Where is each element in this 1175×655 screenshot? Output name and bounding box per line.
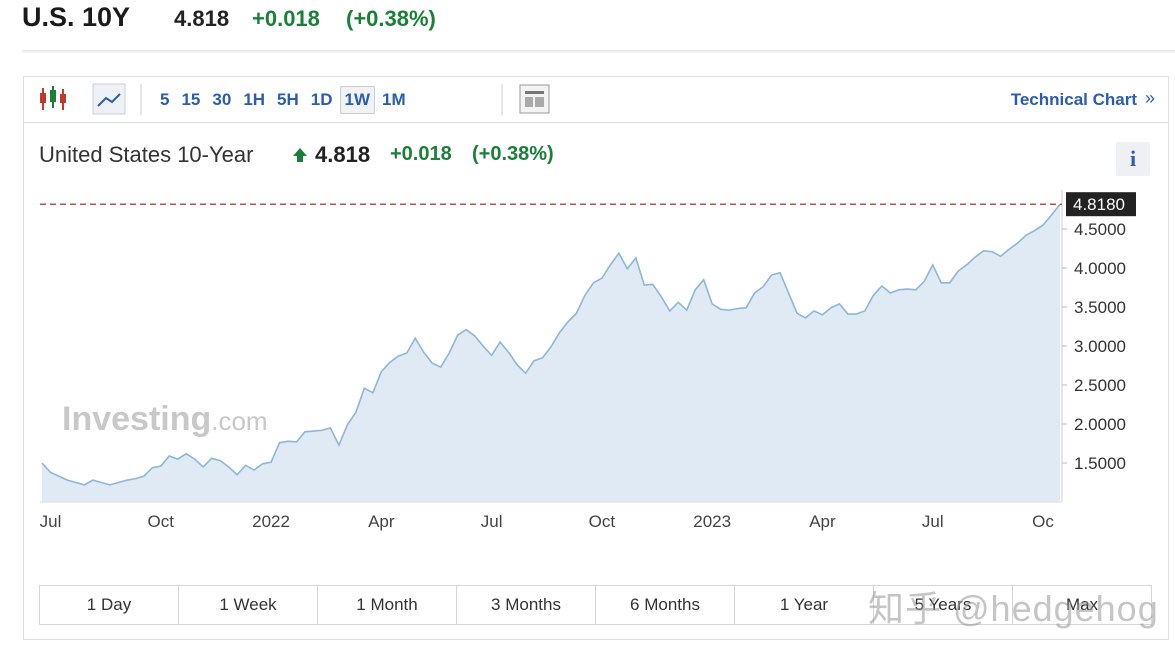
interval-button[interactable]: 1W: [339, 86, 376, 114]
range-button[interactable]: 6 Months: [596, 586, 735, 624]
candle-icon[interactable]: [40, 86, 66, 110]
range-button[interactable]: 1 Month: [318, 586, 457, 624]
interval-bar: 5 15 30 1H 5H 1D 1W 1M: [155, 86, 411, 114]
y-tick-label: 2.0000: [1074, 415, 1126, 434]
range-button[interactable]: Max: [1065, 595, 1099, 614]
y-tick-label: 4.5000: [1074, 220, 1126, 239]
y-tick-label: 2.5000: [1074, 376, 1126, 395]
x-tick-label: 2022: [252, 512, 290, 531]
x-tick-label: Jul: [40, 512, 62, 531]
chart-change-percent: (+0.38%): [472, 143, 554, 165]
x-tick-label: Oc: [1032, 512, 1054, 531]
x-tick-label: 2023: [693, 512, 731, 531]
separator: [22, 50, 1175, 54]
table-icon[interactable]: [519, 84, 550, 114]
table-icon-glyph: [535, 97, 544, 107]
line-icon-glyph: [97, 93, 121, 107]
watermark: Investing.com: [62, 400, 268, 438]
range-button[interactable]: 1 Day: [40, 586, 179, 624]
price: 4.818: [174, 6, 230, 31]
x-tick-label: Apr: [809, 512, 836, 531]
range-button[interactable]: 1 Week: [179, 586, 318, 624]
change: +0.018: [252, 6, 320, 31]
table-icon-glyph: [525, 91, 544, 94]
last-value-label: 4.8180: [1073, 195, 1125, 214]
line: [41, 203, 1061, 486]
chart-panel: [23, 76, 1169, 640]
link-arrow: »: [1144, 88, 1155, 108]
interval-button[interactable]: 1M: [382, 90, 406, 109]
x-tick-label: Oct: [148, 512, 175, 531]
range-button[interactable]: 1 Year: [735, 586, 874, 624]
watermark-brand: Investing: [62, 400, 211, 438]
up-arrow: [293, 148, 307, 162]
symbol: U.S. 10Y: [22, 2, 131, 32]
y-tick-label: 3.5000: [1074, 298, 1126, 317]
x-tick-label: Oct: [589, 512, 616, 531]
interval-button[interactable]: 30: [212, 90, 232, 109]
x-tick-label: Jul: [481, 512, 503, 531]
x-tick-label: Apr: [368, 512, 395, 531]
y-tick-label: 3.0000: [1074, 337, 1126, 356]
interval-button[interactable]: 15: [181, 90, 201, 109]
technical-chart-link[interactable]: Technical Chart: [1010, 90, 1137, 109]
chart-last: 4.818: [315, 142, 371, 167]
x-tick-label: Jul: [922, 512, 944, 531]
toolbar-border: [24, 122, 1169, 123]
interval-button[interactable]: 1H: [243, 90, 266, 109]
change-percent: (+0.38%): [346, 6, 436, 31]
range-button[interactable]: 5 Years: [874, 586, 1013, 624]
last-value-box: [1066, 192, 1136, 217]
table-icon-glyph: [525, 97, 533, 107]
watermark-suffix: .com: [211, 406, 267, 436]
chart-title: United States 10-Year: [39, 142, 254, 167]
y-tick-label: 1.5000: [1074, 454, 1126, 473]
chart-change: +0.018: [390, 143, 452, 165]
overlay-watermark: 知乎 @hedgehog: [868, 588, 1159, 629]
area: [42, 204, 1060, 503]
info-button[interactable]: i: [1116, 142, 1150, 176]
interval-button[interactable]: 5H: [277, 90, 299, 109]
range-bar: 1 Day 1 Week 1 Month 3 Months 6 Months 1 Year…: [39, 585, 1152, 625]
interval-button[interactable]: 1D: [310, 90, 333, 109]
range-button[interactable]: 3 Months: [457, 586, 596, 624]
y-tick-label: 4.0000: [1074, 259, 1126, 278]
interval-button[interactable]: 5: [160, 90, 170, 109]
